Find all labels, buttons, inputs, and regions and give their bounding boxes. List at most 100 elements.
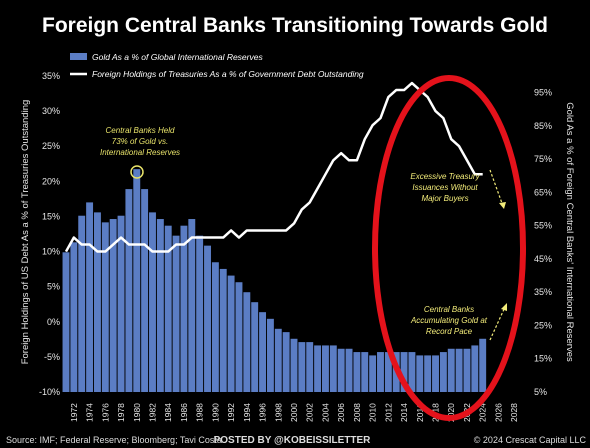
gold-bar-1995 bbox=[251, 302, 259, 392]
gold-bar-1973 bbox=[78, 215, 86, 392]
gold-bar-1985 bbox=[172, 235, 180, 392]
gold-bar-1996 bbox=[259, 312, 267, 392]
y-left-tick-label: -10% bbox=[39, 387, 60, 397]
x-tick-label: 1974 bbox=[85, 403, 95, 422]
gold-bar-1972 bbox=[70, 242, 78, 392]
gold-bar-2023 bbox=[471, 345, 479, 392]
gold-bar-2016 bbox=[416, 355, 424, 392]
x-tick-label: 2006 bbox=[336, 403, 346, 422]
gold-bar-1980 bbox=[133, 169, 141, 392]
gold-bar-2019 bbox=[439, 352, 447, 392]
x-tick-label: 2020 bbox=[446, 403, 456, 422]
gold-bar-1998 bbox=[274, 328, 282, 392]
annotation-line-3: International Reserves bbox=[100, 148, 180, 157]
x-tick-label: 1994 bbox=[242, 403, 252, 422]
gold-bar-1992 bbox=[227, 275, 235, 392]
gold-bar-1981 bbox=[141, 189, 149, 392]
gold-bar-2017 bbox=[424, 355, 432, 392]
x-tick-label: 2028 bbox=[509, 403, 519, 422]
gold-bar-1993 bbox=[235, 282, 243, 392]
annotation-line-5: Issuances Without bbox=[412, 183, 478, 192]
y-left-tick-label: 10% bbox=[42, 247, 60, 257]
gold-bar-1979 bbox=[125, 189, 133, 392]
y-left-tick-label: 25% bbox=[42, 141, 60, 151]
y-right-tick-label: 65% bbox=[534, 187, 552, 197]
y-left-axis-label: Foreign Holdings of US Debt As a % of Tr… bbox=[20, 100, 31, 365]
x-tick-label: 2002 bbox=[305, 403, 315, 422]
y-right-tick-label: 95% bbox=[534, 88, 552, 98]
gold-bar-1990 bbox=[211, 262, 219, 392]
y-left-axis-ticks: 35% 30% 25% 20% 15% 10% 5% 0% -5% -10% bbox=[39, 71, 60, 397]
x-tick-label: 1978 bbox=[116, 403, 126, 422]
y-right-tick-label: 5% bbox=[534, 387, 547, 397]
gold-bar-2006 bbox=[337, 348, 345, 392]
x-tick-label: 1988 bbox=[195, 403, 205, 422]
gold-bar-1983 bbox=[156, 219, 164, 392]
y-right-tick-label: 45% bbox=[534, 254, 552, 264]
highlight-ellipse bbox=[372, 75, 526, 421]
gold-bar-2008 bbox=[353, 352, 361, 392]
gold-bar-1991 bbox=[219, 268, 227, 392]
x-tick-label: 1984 bbox=[163, 403, 173, 422]
legend-label-gold: Gold As a % of Global International Rese… bbox=[92, 52, 263, 62]
gold-bar-1974 bbox=[86, 202, 94, 392]
legend-swatch-gold bbox=[70, 53, 87, 60]
annotation-treasury: Excessive Treasury Issuances Without Maj… bbox=[410, 169, 506, 209]
x-tick-label: 2008 bbox=[352, 403, 362, 422]
gold-bar-2024 bbox=[479, 338, 487, 392]
annotation-arrowhead-up bbox=[501, 303, 507, 311]
x-tick-label: 1972 bbox=[69, 403, 79, 422]
annotation-arrow-up bbox=[489, 306, 506, 341]
gold-bar-1994 bbox=[243, 292, 251, 392]
gold-bar-2007 bbox=[345, 348, 353, 392]
y-right-tick-label: 35% bbox=[534, 287, 552, 297]
x-tick-label: 2026 bbox=[493, 403, 503, 422]
footer-copyright: © 2024 Crescat Capital LLC bbox=[474, 435, 587, 445]
gold-bar-1971 bbox=[62, 252, 70, 392]
x-tick-label: 2010 bbox=[368, 403, 378, 422]
gold-bar-1987 bbox=[188, 219, 196, 392]
y-right-axis-label: Gold As a % of Foreign Central Banks' In… bbox=[564, 102, 575, 362]
x-tick-label: 2012 bbox=[383, 403, 393, 422]
x-tick-label: 2004 bbox=[320, 403, 330, 422]
annotation-line-1: Central Banks Held bbox=[106, 126, 175, 135]
gold-bar-1975 bbox=[93, 212, 101, 392]
gold-bar-1984 bbox=[164, 225, 172, 392]
gold-bar-2022 bbox=[463, 348, 471, 392]
legend: Gold As a % of Global International Rese… bbox=[70, 52, 364, 79]
x-tick-label: 2014 bbox=[399, 403, 409, 422]
footer-posted-by: POSTED BY @KOBEISSILETTER bbox=[214, 435, 372, 446]
x-tick-label: 1976 bbox=[100, 403, 110, 422]
annotation-accumulating: Central Banks Accumulating Gold at Recor… bbox=[410, 303, 507, 341]
x-tick-label: 2000 bbox=[289, 403, 299, 422]
gold-bar-2012 bbox=[384, 352, 392, 392]
gold-bar-2003 bbox=[314, 345, 322, 392]
annotation-gold-peak: Central Banks Held 73% of Gold vs. Inter… bbox=[100, 126, 180, 179]
gold-bar-2014 bbox=[400, 352, 408, 392]
y-right-tick-label: 15% bbox=[534, 354, 552, 364]
x-tick-label: 2016 bbox=[415, 403, 425, 422]
gold-bar-1986 bbox=[180, 225, 188, 392]
y-left-tick-label: 5% bbox=[47, 282, 60, 292]
x-tick-label: 1982 bbox=[147, 403, 157, 422]
gold-bar-2020 bbox=[447, 348, 455, 392]
gold-bar-2015 bbox=[408, 352, 416, 392]
gold-bars bbox=[62, 169, 487, 392]
annotation-line-7: Central Banks bbox=[424, 305, 474, 314]
gold-bar-2010 bbox=[369, 355, 377, 392]
gold-bar-1997 bbox=[266, 318, 274, 392]
gold-bar-2005 bbox=[329, 345, 337, 392]
gold-bar-1982 bbox=[149, 212, 156, 392]
gold-bar-1977 bbox=[109, 219, 117, 392]
y-left-tick-label: 20% bbox=[42, 176, 60, 186]
legend-label-treasuries: Foreign Holdings of Treasuries As a % of… bbox=[92, 69, 364, 79]
gold-bar-2009 bbox=[361, 352, 369, 392]
y-left-tick-label: 30% bbox=[42, 106, 60, 116]
treasury-line bbox=[64, 81, 483, 253]
y-left-tick-label: 0% bbox=[47, 317, 60, 327]
gold-bar-1989 bbox=[204, 245, 211, 392]
x-tick-label: 1986 bbox=[179, 403, 189, 422]
y-right-axis-ticks: 95% 85% 75% 65% 55% 45% 35% 25% 15% 5% bbox=[534, 88, 552, 397]
x-tick-label: 1990 bbox=[210, 403, 220, 422]
